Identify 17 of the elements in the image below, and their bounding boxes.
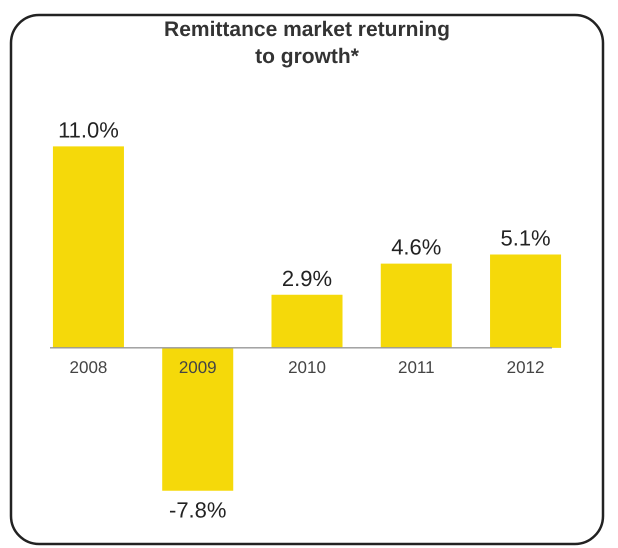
x-tick-label: 2008 <box>70 358 108 377</box>
data-label: 4.6% <box>391 234 442 260</box>
x-tick-label: 2009 <box>178 358 217 377</box>
data-label: 11.0% <box>58 117 119 142</box>
bar <box>162 348 234 491</box>
bar <box>380 264 452 348</box>
bar <box>52 146 124 348</box>
x-tick-label: 2011 <box>398 358 435 377</box>
x-tick-label: 2010 <box>288 358 326 377</box>
bar <box>271 294 343 348</box>
text: Remittance market returning <box>164 18 450 41</box>
data-label: -7.8% <box>168 498 226 523</box>
data-label: 2.9% <box>282 266 332 291</box>
text: to growth* <box>255 45 359 68</box>
bar <box>490 254 562 348</box>
x-tick-label: 2012 <box>506 358 544 377</box>
data-label: 5.1% <box>500 225 551 250</box>
